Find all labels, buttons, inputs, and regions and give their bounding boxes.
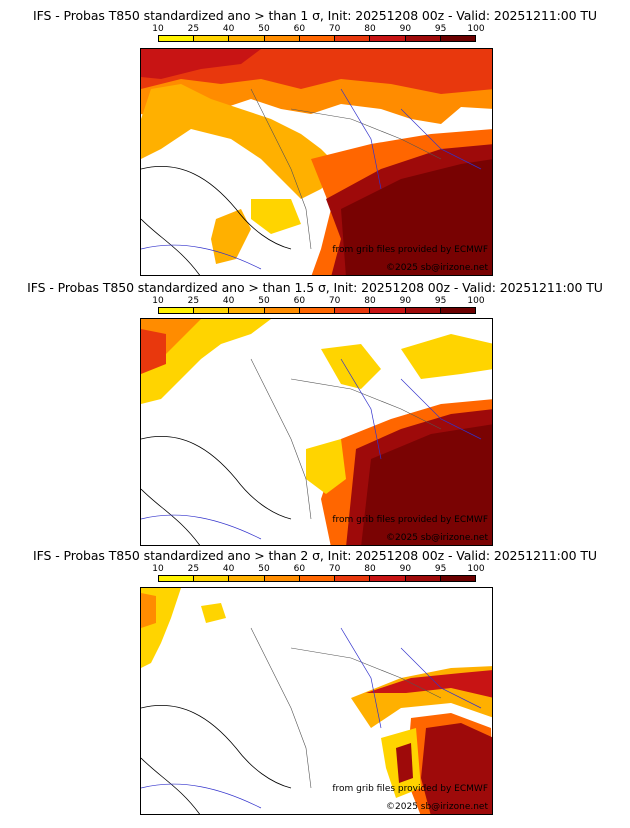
data-source-credit: from grib files provided by ECMWF: [332, 245, 488, 255]
colorbar-swatch: [264, 308, 300, 313]
colorbar-swatch: [194, 308, 230, 313]
colorbar: 10 25 40 50 60 70 80 90 95 100: [152, 296, 485, 317]
colorbar-swatch: [405, 576, 441, 581]
colorbar-swatch: [159, 36, 195, 41]
probability-map-1: from grib files provided by ECMWF ©2025 …: [140, 48, 493, 276]
colorbar-labels: 10 25 40 50 60 70 80 90 95 100: [152, 564, 484, 574]
colorbar-tick-label: 40: [222, 24, 235, 34]
colorbar-tick-label: 80: [364, 564, 376, 574]
colorbar-swatch: [194, 576, 230, 581]
colorbar-swatch: [370, 308, 406, 313]
colorbar-tick-label: 80: [364, 296, 376, 306]
colorbar-swatch: [370, 36, 406, 41]
colorbar-swatch: [299, 576, 336, 581]
colorbar-swatch: [264, 576, 300, 581]
colorbar-tick-label: 10: [152, 296, 164, 306]
colorbar-tick-label: 90: [399, 564, 412, 574]
copyright-credit: ©2025 sb@irizone.net: [386, 533, 488, 543]
colorbar-tick-label: 95: [434, 296, 447, 306]
colorbar-swatch: [229, 576, 265, 581]
colorbar-tick-label: 25: [187, 24, 200, 34]
colorbar-swatch: [440, 308, 475, 313]
data-source-credit: from grib files provided by ECMWF: [332, 784, 488, 794]
colorbar-tick-label: 70: [328, 564, 341, 574]
colorbar: 10 25 40 50 60 70 80 90 95 100: [152, 24, 485, 45]
panel-title: IFS - Probas T850 standardized ano > tha…: [33, 8, 597, 23]
colorbar-tick-label: 100: [467, 564, 485, 574]
colorbar-tick-label: 25: [187, 296, 200, 306]
colorbar-swatch: [440, 576, 475, 581]
colorbar-swatch: [159, 576, 195, 581]
colorbar-swatches: [158, 307, 476, 314]
colorbar-tick-label: 60: [293, 564, 306, 574]
probability-map-3: from grib files provided by ECMWF ©2025 …: [140, 587, 493, 815]
colorbar-tick-label: 10: [152, 24, 164, 34]
probability-map-2: from grib files provided by ECMWF ©2025 …: [140, 318, 493, 546]
colorbar-tick-label: 50: [258, 564, 270, 574]
map-panel-2: IFS - Probas T850 standardized ano > tha…: [0, 280, 630, 550]
colorbar-swatch: [229, 36, 265, 41]
colorbar-swatch: [440, 36, 475, 41]
colorbar-tick-label: 95: [434, 24, 447, 34]
colorbar-tick-label: 40: [222, 564, 235, 574]
colorbar-swatch: [229, 308, 265, 313]
colorbar-swatch: [405, 36, 441, 41]
colorbar-tick-label: 80: [364, 24, 376, 34]
colorbar-swatch: [194, 36, 230, 41]
copyright-credit: ©2025 sb@irizone.net: [386, 802, 488, 812]
colorbar-swatch: [405, 308, 441, 313]
colorbar-tick-label: 60: [293, 24, 306, 34]
colorbar-swatch: [159, 308, 195, 313]
colorbar-tick-label: 10: [152, 564, 164, 574]
panel-title: IFS - Probas T850 standardized ano > tha…: [27, 280, 603, 295]
colorbar-labels: 10 25 40 50 60 70 80 90 95 100: [152, 24, 484, 34]
colorbar-tick-label: 90: [399, 24, 412, 34]
colorbar: 10 25 40 50 60 70 80 90 95 100: [152, 564, 485, 585]
colorbar-tick-label: 50: [258, 24, 270, 34]
map-panel-1: IFS - Probas T850 standardized ano > tha…: [0, 8, 630, 278]
colorbar-tick-label: 40: [222, 296, 235, 306]
colorbar-tick-label: 70: [328, 296, 341, 306]
copyright-credit: ©2025 sb@irizone.net: [386, 263, 488, 273]
colorbar-swatch: [299, 36, 336, 41]
map-panel-3: IFS - Probas T850 standardized ano > tha…: [0, 548, 630, 818]
colorbar-tick-label: 50: [258, 296, 270, 306]
colorbar-tick-label: 60: [293, 296, 306, 306]
colorbar-swatch: [335, 36, 371, 41]
colorbar-labels: 10 25 40 50 60 70 80 90 95 100: [152, 296, 484, 306]
colorbar-tick-label: 25: [187, 564, 200, 574]
colorbar-swatch: [264, 36, 300, 41]
colorbar-swatches: [158, 575, 476, 582]
colorbar-swatch: [299, 308, 336, 313]
colorbar-swatches: [158, 35, 476, 42]
colorbar-tick-label: 100: [467, 24, 485, 34]
colorbar-tick-label: 95: [434, 564, 447, 574]
data-source-credit: from grib files provided by ECMWF: [332, 515, 488, 525]
colorbar-tick-label: 90: [399, 296, 412, 306]
colorbar-swatch: [370, 576, 406, 581]
colorbar-swatch: [335, 308, 371, 313]
panel-title: IFS - Probas T850 standardized ano > tha…: [33, 548, 597, 563]
colorbar-tick-label: 100: [467, 296, 485, 306]
colorbar-swatch: [335, 576, 371, 581]
colorbar-tick-label: 70: [328, 24, 341, 34]
